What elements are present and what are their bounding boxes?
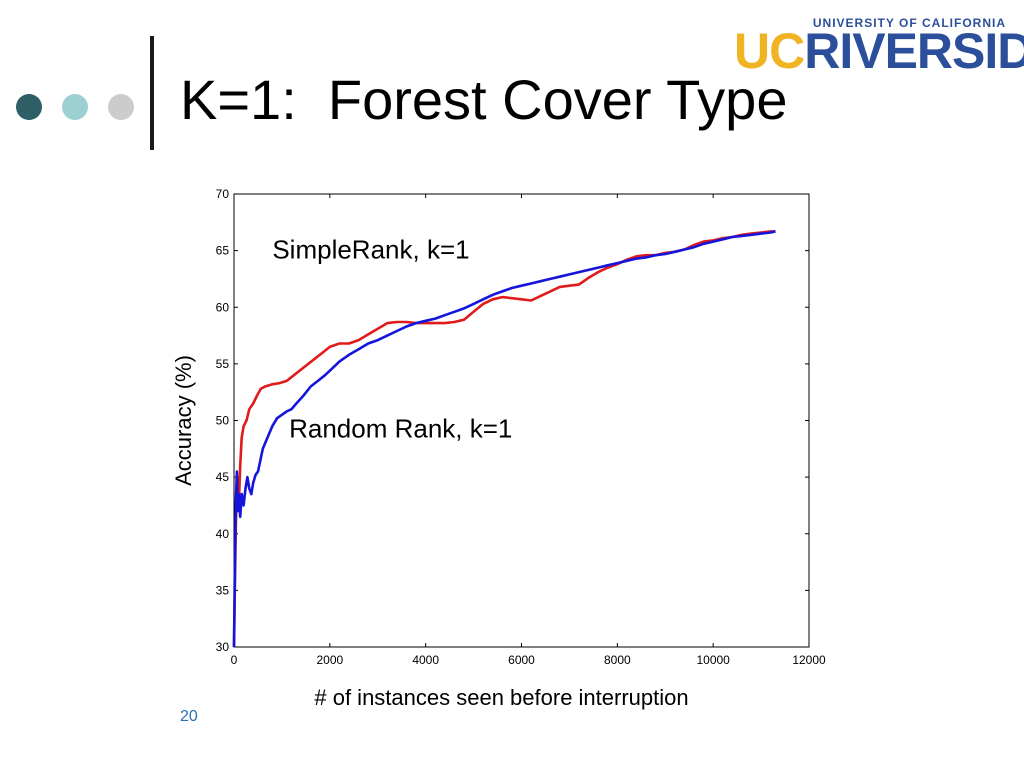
x-tick-label: 2000: [316, 653, 343, 667]
ucr-logo: UNIVERSITY OF CALIFORNIA UCRIVERSIDE: [734, 16, 1024, 80]
x-tick-label: 12000: [792, 653, 826, 667]
logo-riverside: RIVERSIDE: [804, 23, 1024, 79]
y-tick-label: 50: [216, 414, 230, 428]
x-tick-label: 10000: [696, 653, 730, 667]
y-tick-label: 70: [216, 187, 230, 201]
logo-wordmark: UCRIVERSIDE: [734, 26, 1024, 76]
x-axis-label: # of instances seen before interruption: [314, 685, 688, 710]
decor-dot-dark: [16, 94, 42, 120]
page-number: 20: [180, 708, 198, 725]
title-divider: [150, 36, 154, 150]
annotation-label-2: Random Rank, k=1: [289, 413, 512, 443]
series-line-2: [232, 230, 776, 648]
logo-university-text: UNIVERSITY OF CALIFORNIA: [812, 16, 1006, 30]
slide-title: K=1: Forest Cover Type: [180, 68, 788, 131]
x-tick-label: 4000: [412, 653, 439, 667]
logo-uc: UC: [734, 23, 805, 79]
decor-dot-gray: [108, 94, 134, 120]
x-tick-label: 6000: [508, 653, 535, 667]
x-tick-label: 8000: [604, 653, 631, 667]
y-tick-label: 40: [216, 527, 230, 541]
decorative-dots: [16, 94, 134, 120]
y-tick-label: 60: [216, 300, 230, 314]
y-tick-label: 35: [216, 583, 230, 597]
x-tick-label: 0: [231, 653, 238, 667]
y-axis-label: Accuracy (%): [171, 355, 196, 486]
annotation-label-1: SimpleRank, k=1: [272, 235, 469, 265]
y-tick-label: 65: [216, 244, 230, 258]
y-tick-label: 45: [216, 470, 230, 484]
y-tick-label: 55: [216, 357, 230, 371]
decor-dot-teal: [62, 94, 88, 120]
y-tick-label: 30: [216, 640, 230, 654]
